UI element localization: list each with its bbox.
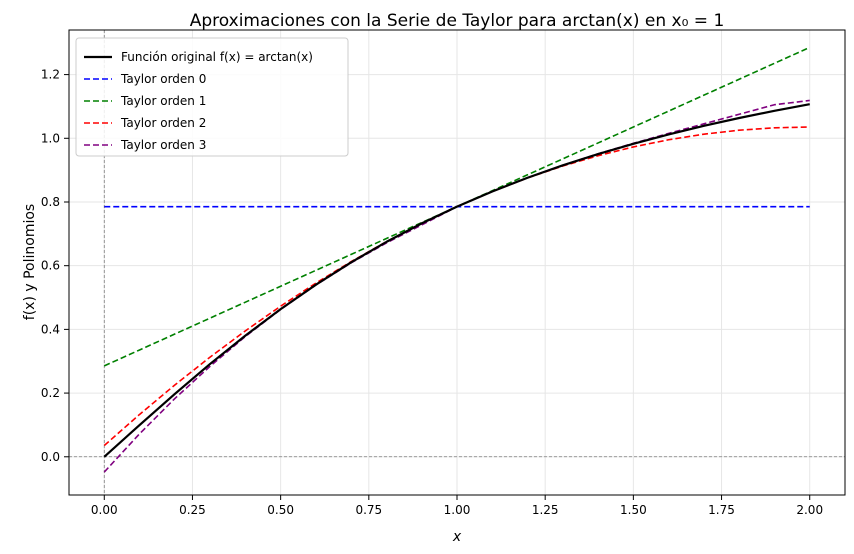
x-tick-label: 0.75 — [355, 503, 382, 517]
legend-label: Taylor orden 0 — [120, 72, 206, 86]
x-tick-label: 0.25 — [179, 503, 206, 517]
y-tick-label: 0.6 — [41, 259, 60, 273]
series-line-0 — [103, 103, 810, 458]
y-tick-label: 0.8 — [41, 195, 60, 209]
legend-label: Taylor orden 1 — [120, 94, 206, 108]
y-tick-label: 0.2 — [41, 386, 60, 400]
y-tick-label: 1.2 — [41, 68, 60, 82]
axis-ticks: 0.00 0.25 0.50 0.75 1.00 1.25 1.50 1.75 2.00 0.0 0… — [41, 68, 823, 517]
y-tick-label: 0.0 — [41, 450, 60, 464]
series-lines — [103, 46, 811, 473]
legend: Función original f(x) = arctan(x) Taylor … — [75, 37, 349, 157]
chart-title: Aproximaciones con la Serie de Taylor pa… — [190, 11, 725, 31]
y-tick-label: 1.0 — [41, 131, 60, 145]
legend-box — [75, 37, 349, 157]
legend-label: Taylor orden 3 — [120, 138, 206, 152]
legend-label: Función original f(x) = arctan(x) — [121, 50, 313, 64]
x-tick-label: 2.00 — [796, 503, 823, 517]
x-tick-label: 1.75 — [708, 503, 735, 517]
x-axis-label: x — [452, 529, 462, 545]
y-axis-label: f(x) y Polinomios — [22, 204, 38, 320]
x-tick-label: 1.50 — [620, 503, 647, 517]
x-tick-label: 0.00 — [91, 503, 118, 517]
legend-label: Taylor orden 2 — [120, 116, 206, 130]
x-tick-label: 1.25 — [532, 503, 559, 517]
x-tick-label: 1.00 — [444, 503, 471, 517]
y-tick-label: 0.4 — [41, 322, 60, 336]
x-tick-label: 0.50 — [267, 503, 294, 517]
